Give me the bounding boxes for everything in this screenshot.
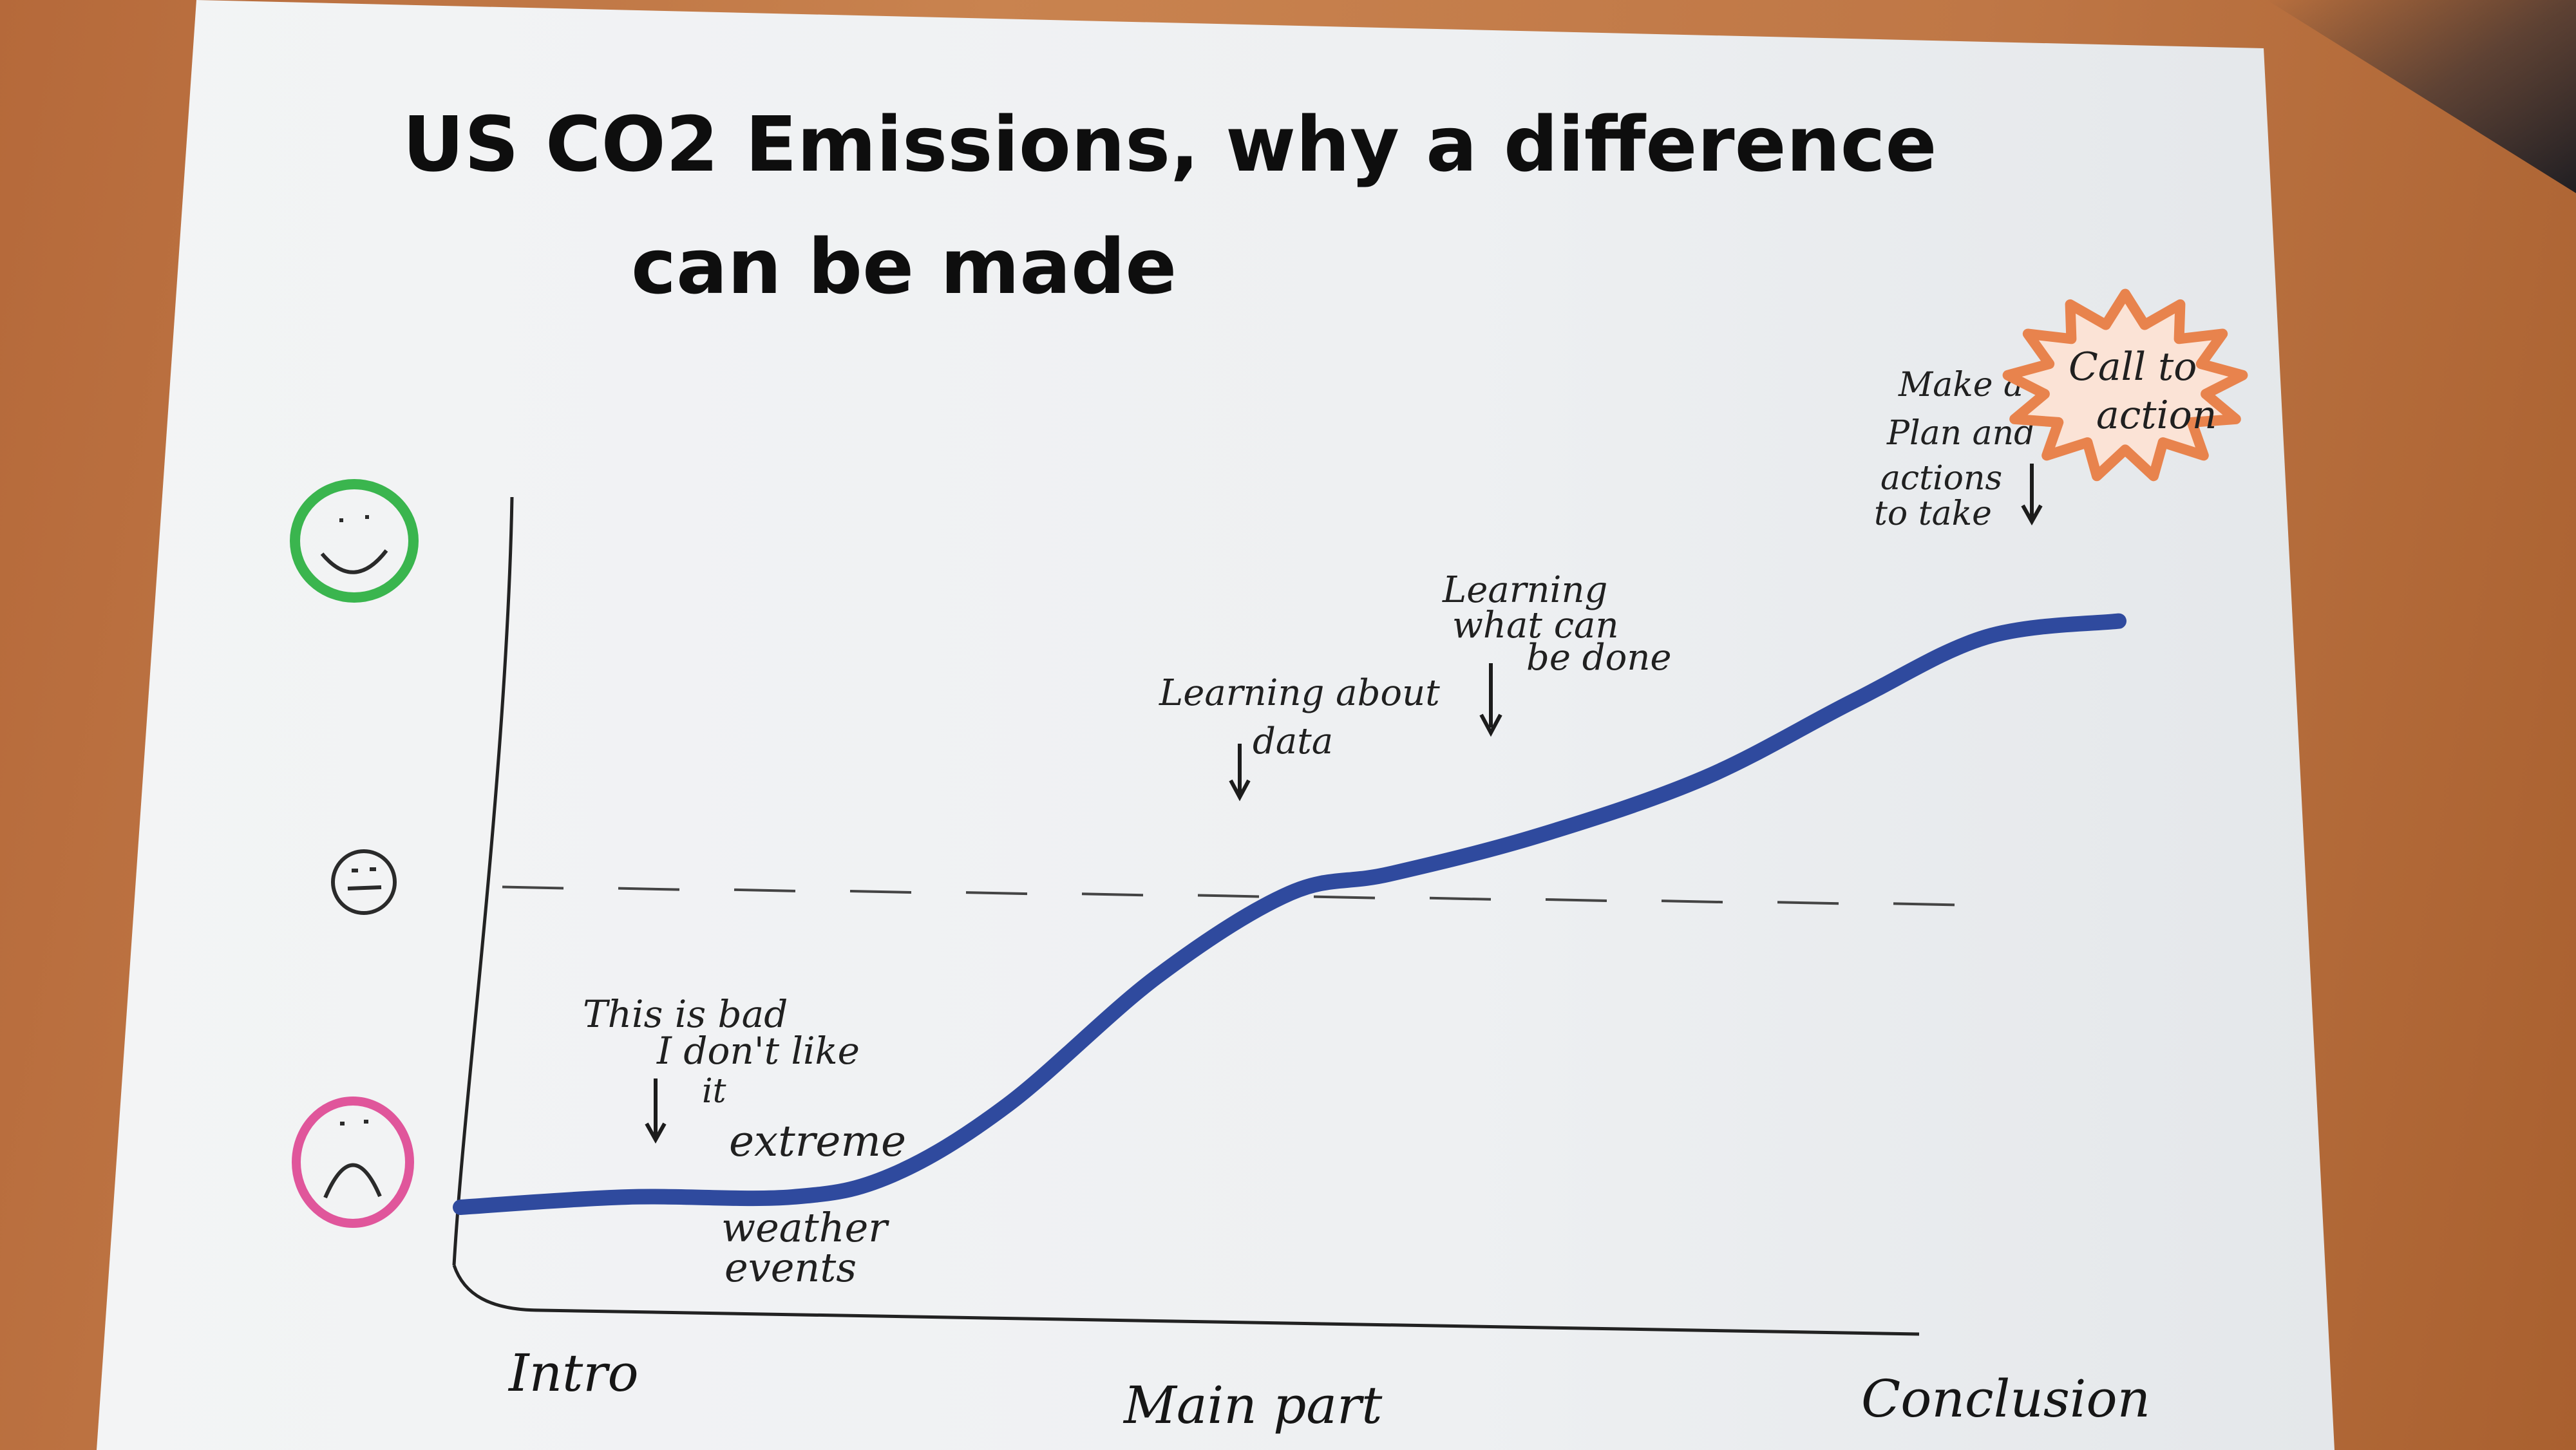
call-to-action-burst: Call to action [2002, 288, 2248, 482]
bad-note-arrow [645, 1078, 667, 1144]
plan-note-line-4: to take [1874, 494, 1992, 533]
sad-face-icon [292, 1097, 414, 1228]
call-to-action-line-1: Call to [2069, 344, 2197, 390]
neutral-dash [1197, 894, 1260, 898]
data-note: Learning about data [1159, 672, 1440, 802]
neutral-dash [1429, 896, 1492, 901]
plan-note-arrow [2021, 464, 2043, 526]
chart-title-line-2: can be made [631, 222, 1177, 311]
bad-note-line-1: This is bad [583, 992, 788, 1036]
weather-note-line-3: events [724, 1244, 857, 1291]
series-line [453, 613, 2126, 1215]
neutral-dash [1661, 899, 1723, 904]
neutral-dash [965, 891, 1028, 896]
neutral-dash [618, 887, 680, 891]
neutral-dash [502, 885, 564, 890]
plan-note-line-3: actions [1880, 459, 2002, 498]
x-tick-label-conclusion: Conclusion [1861, 1369, 2150, 1429]
data-note-line-1: Learning about [1159, 672, 1440, 714]
action-note-line-1: Learning [1442, 569, 1607, 611]
neutral-dash [1313, 895, 1376, 899]
y-axis-line [452, 496, 514, 1266]
bad-note-line-3: it [702, 1072, 726, 1111]
x-tick-label-main-part: Main part [1122, 1375, 1383, 1435]
neutral-dash [1777, 901, 1839, 905]
happy-face-icon [290, 479, 419, 603]
neutral-dash [1545, 898, 1607, 902]
neutral-dashed-line [502, 885, 1955, 907]
x-tick-label-intro: Intro [507, 1343, 639, 1403]
weather-note-line-1: extreme [729, 1116, 906, 1166]
weather-note-line-2: weather [721, 1204, 889, 1251]
call-to-action-star-icon [2002, 288, 2248, 482]
chart-title: US CO2 Emissions, why a difference can b… [402, 100, 1937, 311]
plan-note-line-1: Make a [1898, 366, 2023, 404]
data-note-line-2: data [1253, 720, 1333, 762]
corner-shadow [2267, 0, 2576, 193]
chart-title-line-1: US CO2 Emissions, why a difference [402, 100, 1937, 189]
x-tick-labels: Intro Main part Conclusion [507, 1343, 2150, 1435]
action-note-arrow [1479, 663, 1502, 737]
action-note: Learning what can be done [1442, 569, 1672, 737]
data-note-arrow [1229, 744, 1251, 802]
action-note-line-3: be done [1526, 637, 1672, 679]
action-note-line-2: what can [1452, 605, 1619, 646]
weather-note: extreme weather events [721, 1116, 906, 1291]
x-axis-line [452, 1265, 1920, 1336]
bad-note: This is bad I don't like it [583, 992, 860, 1144]
neutral-dash [1081, 892, 1144, 897]
x-axis [452, 1265, 1920, 1336]
plan-note: Make a Plan and actions to take [1874, 366, 2043, 533]
neutral-dash [849, 889, 912, 894]
neutral-dash [734, 888, 796, 892]
y-axis [452, 496, 514, 1266]
neutral-face-icon [331, 849, 397, 915]
bad-note-line-2: I don't like [656, 1029, 860, 1073]
call-to-action-line-2: action [2096, 393, 2217, 438]
neutral-dash [1893, 902, 1955, 907]
